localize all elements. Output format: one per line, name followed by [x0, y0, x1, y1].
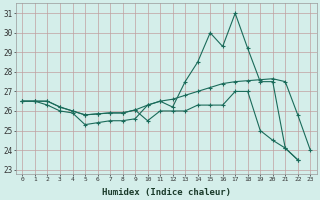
- X-axis label: Humidex (Indice chaleur): Humidex (Indice chaleur): [102, 188, 231, 197]
